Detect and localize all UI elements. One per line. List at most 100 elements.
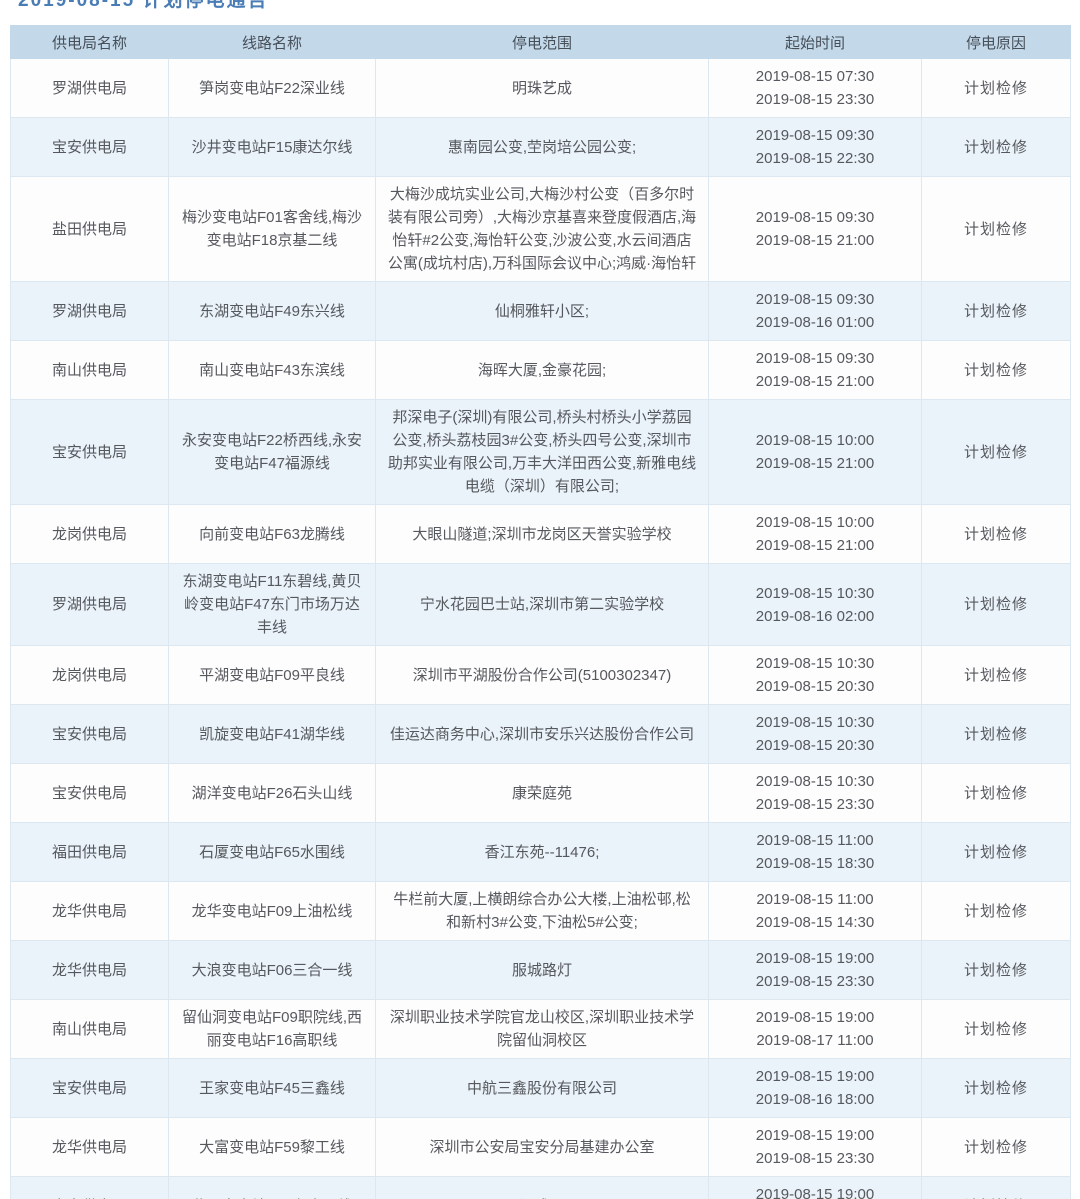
scope-cell: 大眼山隧道;深圳市龙岗区天誉实验学校	[375, 504, 709, 564]
column-header-line: 线路名称	[168, 25, 376, 59]
table-row: 宝安供电局 永安变电站F22桥西线,永安变电站F47福源线 邦深电子(深圳)有限…	[10, 399, 1071, 505]
time-cell: 2019-08-15 11:00 2019-08-15 18:30	[708, 822, 922, 882]
start-time: 2019-08-15 19:00	[755, 1127, 875, 1144]
time-cell: 2019-08-15 10:30 2019-08-15 20:30	[708, 704, 922, 764]
bureau-cell: 龙岗供电局	[10, 504, 169, 564]
scope-cell: 服城路灯	[375, 940, 709, 1000]
scope-cell: 香江东苑--11476;	[375, 822, 709, 882]
page-title-text: 2019-08-15 计划停电通告	[18, 0, 268, 9]
time-cell: 2019-08-15 10:30 2019-08-16 02:00	[708, 563, 922, 646]
bureau-cell: 宝安供电局	[10, 117, 169, 177]
table-row: 南山供电局 南山变电站F43东滨线 海晖大厦,金豪花园; 2019-08-15 …	[10, 340, 1071, 400]
scope-cell: 明珠艺成	[375, 58, 709, 118]
time-cell: 2019-08-15 19:00 2019-08-15 23:30	[708, 940, 922, 1000]
end-time: 2019-08-15 23:30	[755, 796, 875, 813]
bureau-cell: 龙华供电局	[10, 940, 169, 1000]
bureau-cell: 罗湖供电局	[10, 58, 169, 118]
time-cell: 2019-08-15 10:30 2019-08-15 20:30	[708, 645, 922, 705]
table-header: 供电局名称 线路名称 停电范围 起始时间 停电原因	[10, 25, 1071, 59]
scope-cell: 海晖大厦,金豪花园;	[375, 340, 709, 400]
scope-cell: 深圳市平湖股份合作公司(5100302347)	[375, 645, 709, 705]
scope-cell: 佳运达商务中心,深圳市安乐兴达股份合作公司	[375, 704, 709, 764]
bureau-cell: 宝安供电局	[10, 763, 169, 823]
reason-cell: 计划检修	[921, 58, 1071, 118]
line-cell: 石厦变电站F65水围线	[168, 822, 376, 882]
end-time: 2019-08-15 18:30	[755, 855, 875, 872]
reason-cell: 计划检修	[921, 1058, 1071, 1118]
start-time: 2019-08-15 10:30	[755, 655, 875, 672]
end-time: 2019-08-16 01:00	[755, 314, 875, 331]
line-cell: 平湖变电站F09平良线	[168, 645, 376, 705]
scope-cell: 牛栏前大厦,上横朗综合办公大楼,上油松邨,松和新村3#公变,下油松5#公变;	[375, 881, 709, 941]
bureau-cell: 龙华供电局	[10, 881, 169, 941]
reason-cell: 计划检修	[921, 704, 1071, 764]
bureau-cell: 南山供电局	[10, 999, 169, 1059]
time-cell: 2019-08-15 19:00 2019-08-16 10:00	[708, 1176, 922, 1199]
start-time: 2019-08-15 19:00	[755, 1186, 875, 1199]
outage-table: 供电局名称 线路名称 停电范围 起始时间 停电原因 罗湖供电局 笋岗变电站F22…	[10, 25, 1071, 1199]
reason-cell: 计划检修	[921, 881, 1071, 941]
reason-cell: 计划检修	[921, 340, 1071, 400]
bureau-cell: 罗湖供电局	[10, 563, 169, 646]
reason-cell: 计划检修	[921, 1176, 1071, 1199]
bureau-cell: 宝安供电局	[10, 1176, 169, 1199]
line-cell: 向前变电站F63龙腾线	[168, 504, 376, 564]
start-time: 2019-08-15 07:30	[755, 68, 875, 85]
time-cell: 2019-08-15 11:00 2019-08-15 14:30	[708, 881, 922, 941]
line-cell: 燕罗变电站F09有余一线	[168, 1176, 376, 1199]
reason-cell: 计划检修	[921, 763, 1071, 823]
start-time: 2019-08-15 09:30	[755, 127, 875, 144]
end-time: 2019-08-15 14:30	[755, 914, 875, 931]
end-time: 2019-08-15 21:00	[755, 455, 875, 472]
start-time: 2019-08-15 10:00	[755, 432, 875, 449]
scope-cell: 深圳职业技术学院官龙山校区,深圳职业技术学院留仙洞校区	[375, 999, 709, 1059]
bureau-cell: 龙岗供电局	[10, 645, 169, 705]
reason-cell: 计划检修	[921, 999, 1071, 1059]
time-cell: 2019-08-15 09:30 2019-08-15 21:00	[708, 340, 922, 400]
end-time: 2019-08-17 11:00	[756, 1032, 874, 1049]
line-cell: 梅沙变电站F01客舍线,梅沙变电站F18京基二线	[168, 176, 376, 282]
scope-cell: 邦深电子(深圳)有限公司,桥头村桥头小学荔园公变,桥头荔枝园3#公变,桥头四号公…	[375, 399, 709, 505]
scope-cell: 中航三鑫股份有限公司	[375, 1058, 709, 1118]
table-row: 罗湖供电局 东湖变电站F11东碧线,黄贝岭变电站F47东门市场万达丰线 宁水花园…	[10, 563, 1071, 646]
end-time: 2019-08-15 21:00	[755, 232, 875, 249]
column-header-reason: 停电原因	[921, 25, 1071, 59]
table-row: 罗湖供电局 东湖变电站F49东兴线 仙桐雅轩小区; 2019-08-15 09:…	[10, 281, 1071, 341]
bureau-cell: 宝安供电局	[10, 1058, 169, 1118]
start-time: 2019-08-15 19:00	[755, 1009, 875, 1026]
scope-cell: 宁水花园巴士站,深圳市第二实验学校	[375, 563, 709, 646]
start-time: 2019-08-15 09:30	[755, 291, 875, 308]
table-row: 罗湖供电局 笋岗变电站F22深业线 明珠艺成 2019-08-15 07:30 …	[10, 58, 1071, 118]
reason-cell: 计划检修	[921, 563, 1071, 646]
reason-cell: 计划检修	[921, 940, 1071, 1000]
time-cell: 2019-08-15 19:00 2019-08-16 18:00	[708, 1058, 922, 1118]
line-cell: 沙井变电站F15康达尔线	[168, 117, 376, 177]
table-row: 宝安供电局 沙井变电站F15康达尔线 惠南园公变,茔岗培公园公变; 2019-0…	[10, 117, 1071, 177]
end-time: 2019-08-15 23:30	[755, 973, 875, 990]
table-row: 盐田供电局 梅沙变电站F01客舍线,梅沙变电站F18京基二线 大梅沙成坑实业公司…	[10, 176, 1071, 282]
scope-cell: 惠南园公变,茔岗培公园公变;	[375, 117, 709, 177]
end-time: 2019-08-15 23:30	[755, 91, 875, 108]
reason-cell: 计划检修	[921, 1117, 1071, 1177]
bureau-cell: 福田供电局	[10, 822, 169, 882]
table-row: 龙华供电局 大浪变电站F06三合一线 服城路灯 2019-08-15 19:00…	[10, 940, 1071, 1000]
end-time: 2019-08-15 21:00	[755, 537, 875, 554]
table-row: 宝安供电局 王家变电站F45三鑫线 中航三鑫股份有限公司 2019-08-15 …	[10, 1058, 1071, 1118]
start-time: 2019-08-15 11:00	[756, 832, 874, 849]
start-time: 2019-08-15 10:30	[755, 714, 875, 731]
line-cell: 东湖变电站F11东碧线,黄贝岭变电站F47东门市场万达丰线	[168, 563, 376, 646]
table-row: 龙岗供电局 向前变电站F63龙腾线 大眼山隧道;深圳市龙岗区天誉实验学校 201…	[10, 504, 1071, 564]
bureau-cell: 宝安供电局	[10, 704, 169, 764]
table-row: 宝安供电局 湖洋变电站F26石头山线 康荣庭苑 2019-08-15 10:30…	[10, 763, 1071, 823]
time-cell: 2019-08-15 10:00 2019-08-15 21:00	[708, 399, 922, 505]
table-row: 宝安供电局 凯旋变电站F41湖华线 佳运达商务中心,深圳市安乐兴达股份合作公司 …	[10, 704, 1071, 764]
scope-cell: 深圳市公安局宝安分局基建办公室	[375, 1117, 709, 1177]
line-cell: 湖洋变电站F26石头山线	[168, 763, 376, 823]
time-cell: 2019-08-15 19:00 2019-08-15 23:30	[708, 1117, 922, 1177]
reason-cell: 计划检修	[921, 117, 1071, 177]
reason-cell: 计划检修	[921, 176, 1071, 282]
line-cell: 凯旋变电站F41湖华线	[168, 704, 376, 764]
start-time: 2019-08-15 09:30	[755, 350, 875, 367]
end-time: 2019-08-16 02:00	[755, 607, 875, 625]
end-time: 2019-08-15 21:00	[755, 373, 875, 390]
